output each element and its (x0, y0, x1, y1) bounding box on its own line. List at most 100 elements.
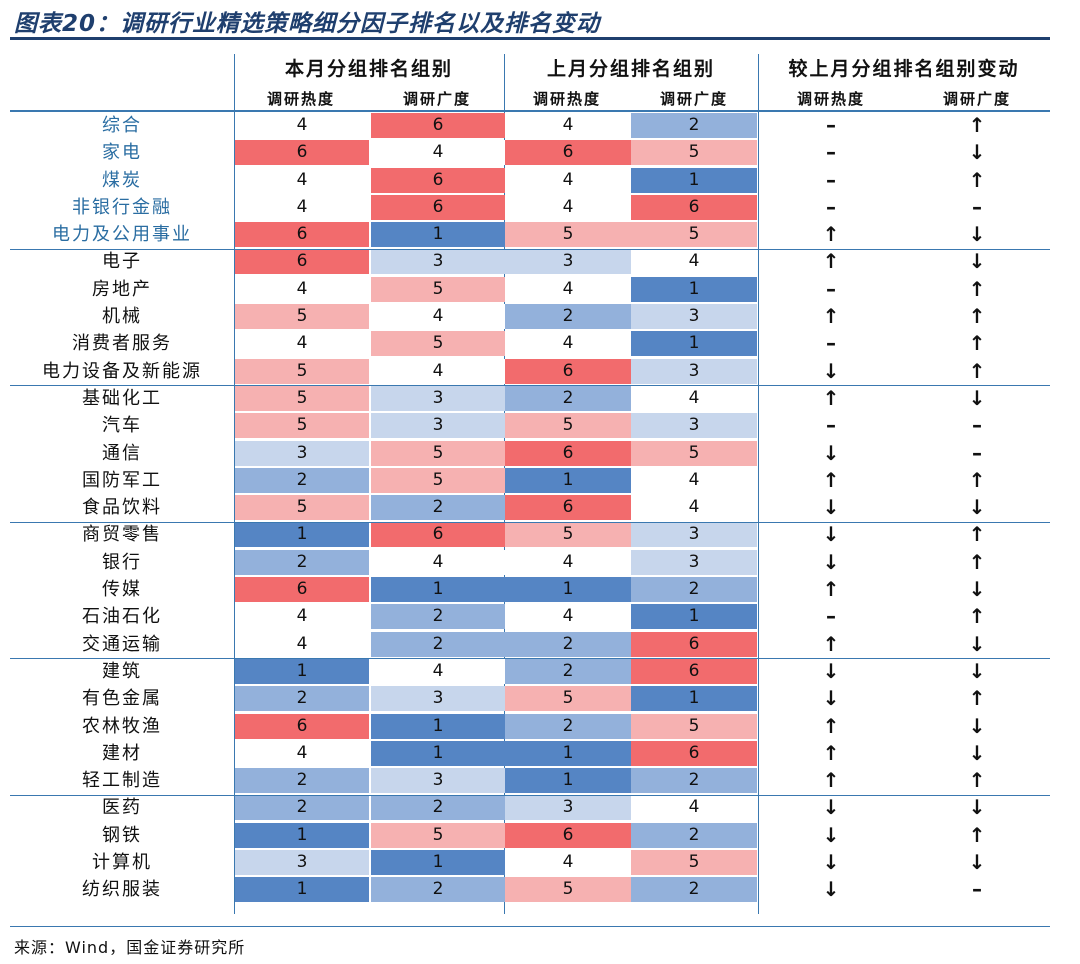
subheader-prev-width: 调研广度 (659, 90, 728, 108)
prev-width-cell: 4 (631, 249, 757, 275)
heat-change-same-icon: – (826, 167, 836, 192)
width-change-up-icon: ↑ (968, 686, 986, 711)
figure-title: 图表20：调研行业精选策略细分因子排名以及排名变动 (14, 11, 601, 37)
prev-heat-cell: 3 (505, 795, 631, 821)
industry-label: 银行 (102, 551, 142, 573)
table-row: 电子 6 3 3 4 ↑ ↓ (10, 248, 1050, 275)
cur-heat-cell: 1 (235, 658, 369, 684)
industry-label: 房地产 (92, 278, 152, 300)
heat-change-same-icon: – (826, 604, 836, 629)
cur-heat-cell: 1 (235, 522, 369, 548)
industry-label: 食品饮料 (82, 497, 162, 519)
table-row: 石油石化 4 2 4 1– ↑ (10, 603, 1050, 630)
table-row: 银行 2 4 4 3 ↓ ↑ (10, 549, 1050, 576)
cur-heat-cell: 3 (235, 440, 369, 466)
prev-heat-cell: 4 (505, 113, 631, 138)
header-previous-month: 上月分组排名组别 (546, 58, 715, 80)
prev-width-cell: 6 (631, 658, 757, 684)
cur-width-cell: 5 (371, 276, 505, 302)
prev-width-cell: 5 (631, 713, 757, 739)
width-change-same-icon: – (972, 440, 982, 465)
table-row: 钢铁 1 5 6 2 ↓ ↑ (10, 822, 1050, 849)
industry-label: 电子 (102, 251, 142, 273)
prev-width-cell: 4 (631, 795, 757, 821)
table-row: 有色金属 2 3 5 1 ↓ ↑ (10, 685, 1050, 712)
cur-width-cell: 4 (371, 549, 505, 575)
header-change: 较上月分组排名组别变动 (788, 58, 1020, 80)
subheader-chg-width: 调研广度 (942, 90, 1011, 108)
prev-heat-cell: 1 (505, 768, 631, 794)
prev-heat-cell: 1 (505, 467, 631, 493)
cur-width-cell: 1 (371, 740, 505, 766)
heat-change-same-icon: – (826, 140, 836, 165)
prev-heat-cell: 1 (505, 740, 631, 766)
width-change-down-icon: ↓ (968, 385, 986, 410)
heat-change-down-icon: ↓ (822, 440, 840, 465)
cur-heat-cell: 4 (235, 740, 369, 766)
prev-width-cell: 6 (631, 740, 757, 766)
industry-label: 汽车 (102, 415, 142, 437)
prev-heat-cell: 4 (505, 276, 631, 302)
heat-change-same-icon: – (826, 113, 836, 137)
table-row: 轻工制造 2 3 1 2 ↑ ↑ (10, 767, 1050, 794)
table-row: 通信 3 5 6 5 ↓ – (10, 440, 1050, 467)
prev-width-cell: 3 (631, 304, 757, 330)
cur-heat-cell: 4 (235, 276, 369, 302)
cur-width-cell: 1 (371, 577, 505, 603)
prev-heat-cell: 5 (505, 522, 631, 548)
width-change-same-icon: – (972, 877, 982, 902)
table-row: 计算机 3 1 4 5 ↓ ↓ (10, 849, 1050, 876)
prev-width-cell: 2 (631, 822, 757, 848)
prev-width-cell: 2 (631, 113, 757, 138)
prev-width-cell: 5 (631, 140, 757, 166)
heat-change-up-icon: ↑ (822, 577, 840, 602)
width-change-down-icon: ↓ (968, 658, 986, 683)
table-row: 汽车 5 3 5 3– – (10, 412, 1050, 439)
cur-heat-cell: 2 (235, 768, 369, 794)
cur-heat-cell: 2 (235, 686, 369, 712)
table-row: 国防军工 2 5 1 4 ↑ ↑ (10, 467, 1050, 494)
cur-heat-cell: 5 (235, 413, 369, 439)
prev-heat-cell: 4 (505, 331, 631, 357)
prev-width-cell: 2 (631, 877, 757, 903)
cur-heat-cell: 4 (235, 604, 369, 630)
prev-heat-cell: 6 (505, 822, 631, 848)
prev-heat-cell: 4 (505, 194, 631, 220)
cur-heat-cell: 6 (235, 577, 369, 603)
table-row: 机械 5 4 2 3 ↑ ↑ (10, 303, 1050, 330)
prev-width-cell: 5 (631, 440, 757, 466)
industry-label: 家电 (102, 142, 142, 164)
cur-heat-cell: 1 (235, 822, 369, 848)
cur-width-cell: 4 (371, 358, 505, 384)
cur-width-cell: 2 (371, 495, 505, 521)
width-change-up-icon: ↑ (968, 304, 986, 329)
prev-heat-cell: 6 (505, 495, 631, 521)
cur-heat-cell: 1 (235, 877, 369, 903)
prev-width-cell: 3 (631, 358, 757, 384)
cur-heat-cell: 6 (235, 713, 369, 739)
prev-width-cell: 5 (631, 850, 757, 876)
subheader-cur-width: 调研广度 (402, 90, 471, 108)
heat-change-same-icon: – (826, 331, 836, 356)
cur-width-cell: 1 (371, 713, 505, 739)
table-row: 房地产 4 5 4 1– ↑ (10, 276, 1050, 303)
table-row: 交通运输 4 2 2 6 ↑ ↓ (10, 631, 1050, 658)
cur-heat-cell: 4 (235, 194, 369, 220)
cur-heat-cell: 2 (235, 467, 369, 493)
width-change-up-icon: ↑ (968, 113, 986, 137)
cur-width-cell: 2 (371, 795, 505, 821)
width-change-up-icon: ↑ (968, 522, 986, 547)
table-row: 农林牧渔 6 1 2 5 ↑ ↓ (10, 713, 1050, 740)
table-row: 基础化工 5 3 2 4 ↑ ↓ (10, 385, 1050, 412)
prev-width-cell: 3 (631, 413, 757, 439)
prev-heat-cell: 4 (505, 604, 631, 630)
industry-label: 综合 (102, 115, 142, 136)
width-change-up-icon: ↑ (968, 467, 986, 492)
subheader-prev-heat: 调研热度 (532, 90, 601, 108)
width-change-down-icon: ↓ (968, 713, 986, 738)
industry-label: 非银行金融 (72, 196, 172, 218)
width-change-down-icon: ↓ (968, 740, 986, 765)
column-divider (758, 54, 759, 914)
prev-width-cell: 4 (631, 495, 757, 521)
prev-heat-cell: 4 (505, 167, 631, 193)
